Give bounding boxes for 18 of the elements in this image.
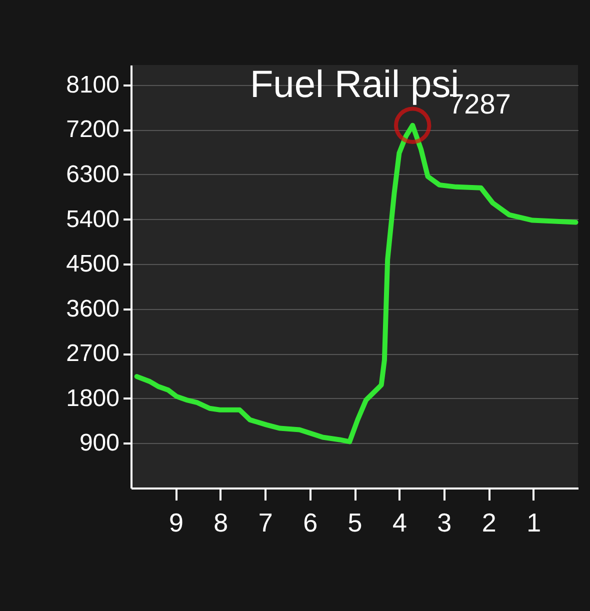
x-tick-label: 1	[526, 508, 542, 538]
y-tick-label: 7200	[66, 116, 120, 144]
y-tick-label: 3600	[66, 295, 120, 322]
x-tick-label: 2	[482, 508, 496, 538]
x-tick-label: 8	[214, 508, 228, 538]
x-tick-label: 4	[392, 508, 407, 538]
y-tick-label: 2700	[66, 340, 120, 368]
y-tick-label: 900	[79, 430, 120, 457]
x-tick-label: 9	[168, 508, 184, 538]
y-tick-label: 8100	[66, 71, 120, 98]
x-tick-label: 3	[437, 508, 452, 538]
x-tick-label: 6	[303, 508, 318, 538]
y-tick-label: 5400	[66, 206, 120, 233]
x-tick-label: 7	[258, 508, 273, 538]
y-tick-label: 4500	[66, 250, 120, 278]
y-tick-label: 1800	[66, 384, 120, 412]
y-tick-label: 6300	[66, 160, 120, 188]
x-tick-label: 5	[348, 508, 362, 538]
